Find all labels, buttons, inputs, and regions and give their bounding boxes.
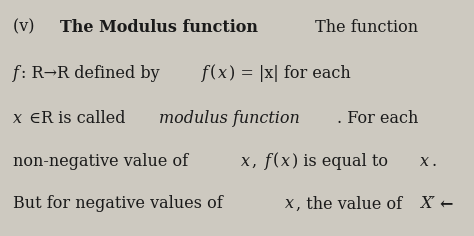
Text: (v): (v) — [13, 19, 50, 36]
Text: ) = |x| for each: ) = |x| for each — [229, 65, 351, 82]
Text: x: x — [281, 153, 290, 170]
Text: x: x — [241, 153, 250, 170]
Text: The function: The function — [310, 19, 418, 36]
Text: X′: X′ — [420, 195, 436, 212]
Text: : R→R defined by: : R→R defined by — [20, 65, 164, 82]
Text: But for negative values of: But for negative values of — [13, 195, 228, 212]
Text: . For each: . For each — [337, 110, 419, 127]
Text: non-negative value of: non-negative value of — [13, 153, 193, 170]
Text: x: x — [420, 153, 429, 170]
Text: x: x — [218, 65, 227, 82]
Text: (: ( — [273, 153, 279, 170]
Text: (: ( — [210, 65, 216, 82]
Text: .: . — [431, 153, 437, 170]
Text: ∈R is called: ∈R is called — [25, 110, 131, 127]
Text: ,: , — [253, 153, 263, 170]
Text: f: f — [265, 153, 271, 170]
Text: x: x — [285, 195, 294, 212]
Text: f: f — [13, 65, 19, 82]
Text: ) is equal to: ) is equal to — [292, 153, 393, 170]
Text: x: x — [13, 110, 22, 127]
Text: modulus function: modulus function — [159, 110, 300, 127]
Text: The Modulus function: The Modulus function — [60, 19, 258, 36]
Text: , the value of: , the value of — [296, 195, 402, 212]
Text: ←: ← — [439, 195, 453, 212]
Text: f: f — [202, 65, 208, 82]
